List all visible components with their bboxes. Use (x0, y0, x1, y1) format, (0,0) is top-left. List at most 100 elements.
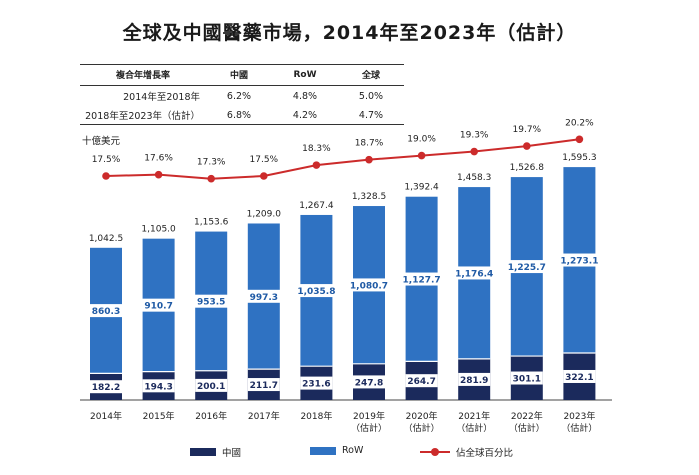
label-total: 1,526.8 (510, 163, 545, 173)
label-total: 1,153.6 (194, 218, 229, 228)
cagr-table: 複合年增長率 中國 RoW 全球 2014年至2018年 6.2% 4.8% 5… (80, 64, 404, 125)
label-china: 200.1 (197, 382, 225, 392)
legend-swatch-row (310, 446, 336, 455)
label-row: 1,225.7 (508, 263, 546, 273)
share-point (102, 172, 110, 180)
share-point (523, 142, 531, 150)
label-china: 247.8 (355, 378, 383, 388)
label-share: 18.3% (302, 144, 331, 154)
unit-label: 十億美元 (82, 136, 121, 147)
tick-label: 2016年 (195, 410, 227, 422)
share-point (575, 135, 584, 144)
label-box-china (458, 372, 491, 386)
label-row: 1,127.7 (403, 276, 441, 286)
tick-label: 2019年 (353, 410, 385, 422)
tick-label: 2020年 (406, 410, 438, 422)
cagr-cell-china: 6.2% (226, 90, 252, 102)
label-box-china (510, 371, 543, 385)
tick-label: （估計） (456, 422, 492, 434)
label-box-china (405, 374, 438, 388)
label-total: 1,105.0 (141, 225, 176, 235)
label-box-row (509, 260, 545, 274)
tick-label: 2014年 (90, 410, 122, 422)
share-point (365, 155, 373, 164)
cagr-row-label: 2014年至2018年 (123, 92, 200, 103)
label-china: 301.1 (513, 375, 541, 385)
label-row: 1,176.4 (455, 269, 493, 279)
label-total: 1,042.5 (89, 234, 123, 244)
label-share: 17.5% (250, 155, 279, 165)
label-box-row (88, 304, 124, 318)
label-china: 281.9 (460, 376, 488, 386)
label-row: 1,273.1 (560, 257, 598, 267)
tick-label: 2022年 (511, 410, 543, 422)
label-box-china (90, 380, 122, 394)
label-share: 17.5% (92, 155, 121, 165)
label-box-china (142, 379, 175, 393)
share-point (207, 174, 215, 183)
cagr-header-china: 中國 (206, 64, 272, 86)
cagr-row-label: 2018年至2023年（估計） (80, 105, 206, 125)
label-total: 1,267.4 (299, 201, 334, 211)
legend-swatch-share (420, 447, 450, 457)
label-row: 910.7 (144, 302, 172, 312)
tick-label: （估計） (561, 422, 597, 434)
cagr-cell-global: 5.0% (358, 90, 384, 102)
label-share: 18.7% (355, 139, 384, 149)
label-china: 182.2 (92, 383, 120, 393)
tick-label: 2018年 (300, 410, 332, 422)
legend-label-share: 佔全球百分比 (456, 448, 514, 459)
label-box-china (195, 378, 228, 392)
share-point (260, 172, 268, 180)
tick-label: （估計） (351, 422, 387, 434)
label-row: 1,035.8 (297, 287, 335, 297)
label-total: 1,595.3 (562, 153, 596, 163)
cagr-header-label: 複合年增長率 (80, 64, 206, 86)
label-row: 953.5 (197, 298, 225, 308)
label-box-china (247, 378, 280, 392)
share-point (312, 161, 321, 169)
cagr-cell-row: 4.8% (292, 90, 318, 102)
label-share: 17.6% (144, 154, 173, 164)
legend-item-china: 中國 (190, 445, 241, 459)
label-china: 264.7 (407, 377, 435, 387)
cagr-cell-row: 4.2% (272, 105, 338, 125)
label-china: 322.1 (565, 373, 593, 383)
label-total: 1,458.3 (457, 173, 491, 183)
label-share: 17.3% (197, 158, 226, 168)
legend-item-row: RoW (310, 445, 363, 456)
label-share: 19.3% (460, 131, 489, 141)
label-box-row (193, 294, 229, 308)
label-china: 211.7 (250, 381, 278, 391)
label-box-row (561, 253, 597, 267)
label-share: 19.7% (513, 125, 542, 135)
label-box-row (298, 284, 334, 298)
cagr-row-2018-2023: 2018年至2023年（估計） 6.8% 4.2% 4.7% (80, 105, 404, 125)
label-box-row (141, 298, 177, 312)
label-row: 1,080.7 (350, 281, 388, 291)
label-share: 20.2% (565, 118, 594, 128)
chart-title: 全球及中國醫藥市場，2014年至2023年（估計） (122, 22, 577, 44)
label-row: 997.3 (250, 293, 278, 303)
label-box-row (404, 272, 440, 286)
label-row: 860.3 (92, 307, 120, 317)
legend-swatch-china (190, 448, 216, 456)
label-box-row (351, 278, 387, 292)
label-china: 194.3 (144, 382, 172, 392)
legend-label-row: RoW (342, 445, 364, 456)
label-box-china (563, 369, 596, 383)
label-total: 1,392.4 (404, 183, 439, 193)
tick-label: 2015年 (143, 410, 175, 422)
tick-label: 2021年 (458, 410, 490, 422)
label-share: 19.0% (407, 135, 436, 145)
share-point (470, 147, 479, 156)
tick-label: （估計） (404, 422, 440, 434)
label-box-row (246, 289, 282, 303)
cagr-header-global: 全球 (338, 64, 404, 86)
label-total: 1,328.5 (352, 192, 386, 202)
tick-label: 2023年 (563, 410, 595, 422)
tick-label: （估計） (509, 422, 545, 434)
label-china: 231.6 (302, 380, 330, 390)
cagr-header-row: RoW (272, 64, 338, 86)
